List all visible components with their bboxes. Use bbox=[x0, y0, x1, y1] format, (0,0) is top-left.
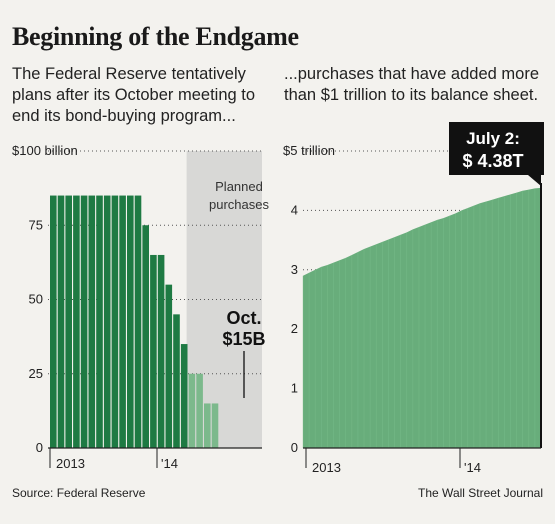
bar bbox=[73, 195, 80, 448]
callout-box bbox=[449, 122, 544, 175]
annotation-label: Oct. bbox=[226, 308, 261, 328]
bar bbox=[165, 284, 173, 448]
bar bbox=[50, 195, 57, 448]
x-tick-label: '14 bbox=[161, 456, 178, 471]
y-tick-label: $100 billion bbox=[12, 143, 78, 158]
source-note: Source: Federal Reserve bbox=[12, 486, 146, 500]
callout-pointer bbox=[528, 175, 541, 186]
bar bbox=[103, 195, 111, 448]
y-tick-label: 4 bbox=[291, 202, 298, 217]
bar bbox=[88, 195, 96, 448]
bar bbox=[127, 195, 134, 448]
y-tick-label: 0 bbox=[36, 440, 43, 455]
y-tick-label: 50 bbox=[29, 292, 43, 307]
bar bbox=[134, 195, 142, 448]
bar bbox=[150, 254, 157, 448]
bar bbox=[111, 195, 119, 448]
x-tick-label: 2013 bbox=[312, 460, 341, 475]
callout-label: July 2: bbox=[466, 129, 520, 148]
bar bbox=[180, 344, 188, 448]
y-tick-label: 25 bbox=[29, 366, 43, 381]
y-tick-label: 2 bbox=[291, 321, 298, 336]
subtitle-left: The Federal Reserve tentatively plans af… bbox=[12, 65, 256, 125]
bar bbox=[80, 195, 88, 448]
y-tick-label: 1 bbox=[291, 381, 298, 396]
area-series bbox=[303, 187, 541, 448]
x-tick-label: '14 bbox=[464, 460, 481, 475]
publisher-credit: The Wall Street Journal bbox=[418, 486, 543, 500]
bar bbox=[96, 195, 103, 448]
chart-title: Beginning of the Endgame bbox=[12, 22, 299, 51]
bar bbox=[211, 403, 219, 448]
bar bbox=[142, 225, 149, 448]
bar bbox=[173, 314, 180, 448]
annotation-value: $15B bbox=[222, 329, 265, 349]
y-tick-label: 3 bbox=[291, 262, 298, 277]
bar bbox=[204, 403, 211, 448]
bar bbox=[57, 195, 65, 448]
y-tick-label: $5 trillion bbox=[283, 143, 335, 158]
y-tick-label: 75 bbox=[29, 217, 43, 232]
bar bbox=[65, 195, 72, 448]
subtitle-right: ...purchases that have added more than $… bbox=[284, 65, 539, 104]
bar bbox=[196, 373, 203, 448]
bar bbox=[157, 254, 165, 448]
callout-value: $ 4.38T bbox=[462, 151, 523, 171]
bar bbox=[119, 195, 126, 448]
bar bbox=[188, 373, 196, 448]
planned-label: Planned purchases bbox=[209, 179, 269, 212]
x-tick-label: 2013 bbox=[56, 456, 85, 471]
y-tick-label: 0 bbox=[291, 440, 298, 455]
